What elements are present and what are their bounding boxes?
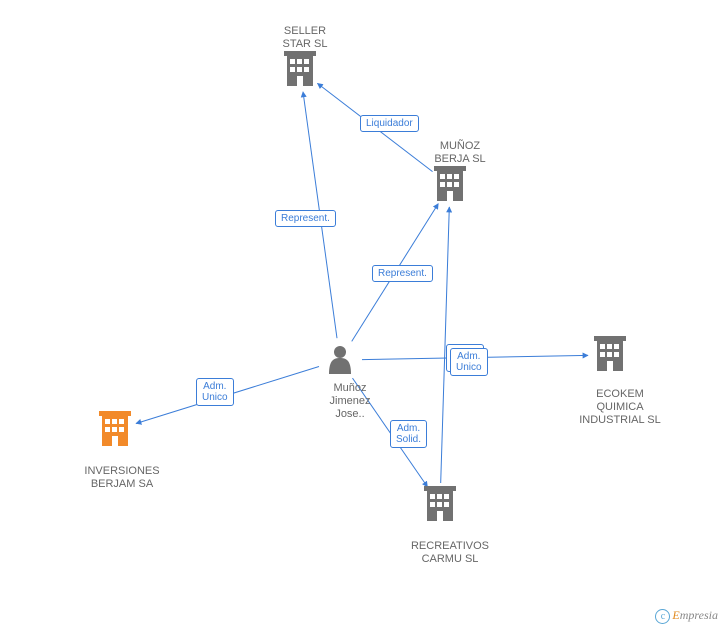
watermark-text: mpresia (680, 608, 718, 622)
edge-label-person-ecokem: Adm. Unico (450, 348, 488, 376)
watermark: cEmpresia (655, 608, 718, 624)
edge-label-person-recreativos: Adm. Solid. (390, 420, 427, 448)
node-munoz[interactable] (434, 166, 466, 201)
node-label-inversiones: INVERSIONES BERJAM SA (72, 465, 172, 491)
node-seller[interactable] (284, 51, 316, 86)
node-label-munoz: MUÑOZ BERJA SL (420, 140, 500, 166)
node-inversiones[interactable] (99, 411, 131, 446)
node-person[interactable] (329, 346, 351, 374)
node-ecokem[interactable] (594, 336, 626, 371)
node-recreativos[interactable] (424, 486, 456, 521)
node-label-ecokem: ECOKEM QUIMICA INDUSTRIAL SL (570, 388, 670, 427)
node-label-seller: SELLER STAR SL (270, 25, 340, 51)
edge-label-person-seller: Represent. (275, 210, 336, 227)
node-label-recreativos: RECREATIVOS CARMU SL (400, 540, 500, 566)
node-label-person: Muñoz Jimenez Jose.. (320, 382, 380, 421)
diagram-canvas (0, 0, 728, 630)
edge-label-person-munoz: Represent. (372, 265, 433, 282)
edge-label-person-inversiones: Adm. Unico (196, 378, 234, 406)
edge-label-munoz-seller: Liquidador (360, 115, 419, 132)
